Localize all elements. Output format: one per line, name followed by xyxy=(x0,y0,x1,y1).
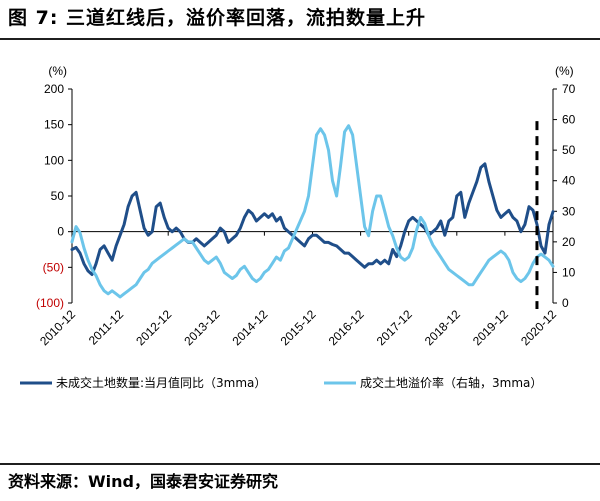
right-tick-label: 20 xyxy=(562,235,576,249)
left-tick-label: 50 xyxy=(51,189,65,203)
x-tick-label: 2020-12 xyxy=(518,307,559,348)
x-tick-label: 2013-12 xyxy=(181,307,222,348)
x-tick-label: 2012-12 xyxy=(133,307,174,348)
title-divider xyxy=(0,38,600,40)
x-tick-label: 2017-12 xyxy=(374,307,415,348)
right-tick-label: 0 xyxy=(562,296,569,310)
source-note: 资料来源：Wind，国泰君安证券研究 xyxy=(8,472,278,491)
right-tick-label: 60 xyxy=(562,113,576,127)
legend-label-dark: 未成交土地数量:当月值同比（3mma） xyxy=(56,375,266,390)
x-tick-label: 2010-12 xyxy=(37,307,78,348)
right-tick-label: 40 xyxy=(562,174,576,188)
left-tick-label: 100 xyxy=(44,153,64,167)
right-tick-label: 10 xyxy=(562,265,576,279)
x-tick-label: 2016-12 xyxy=(326,307,367,348)
x-tick-label: 2015-12 xyxy=(278,307,319,348)
series-land-premium-rate xyxy=(70,124,555,299)
series-unsold-land-yoy xyxy=(70,162,555,276)
left-tick-label: 0 xyxy=(57,225,64,239)
footer-divider xyxy=(0,463,600,465)
left-axis-unit: (%) xyxy=(48,64,67,78)
x-tick-label: 2019-12 xyxy=(470,307,511,348)
left-tick-label: (50) xyxy=(43,260,64,274)
x-tick-label: 2011-12 xyxy=(86,307,127,348)
left-tick-label: (100) xyxy=(36,296,64,310)
right-axis-unit: (%) xyxy=(555,64,574,78)
left-tick-label: 200 xyxy=(44,82,64,96)
right-tick-label: 30 xyxy=(562,204,576,218)
x-tick-label: 2014-12 xyxy=(229,307,270,348)
x-tick-label: 2018-12 xyxy=(422,307,463,348)
right-tick-label: 50 xyxy=(562,143,576,157)
left-tick-label: 150 xyxy=(44,118,64,132)
chart-title: 图 7: 三道红线后，溢价率回落，流拍数量上升 xyxy=(8,7,427,29)
right-tick-label: 70 xyxy=(562,82,576,96)
legend-label-light: 成交土地溢价率（右轴，3mma） xyxy=(360,375,542,390)
